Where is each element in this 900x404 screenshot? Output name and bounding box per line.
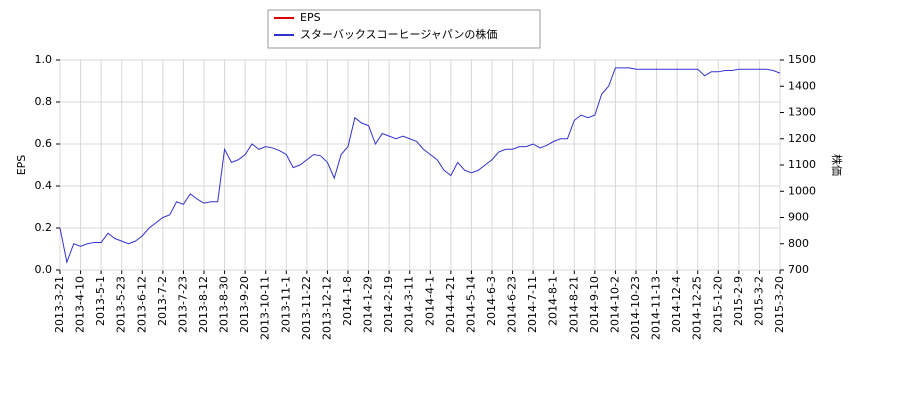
x-tick-label: 2013-11-22 bbox=[300, 276, 313, 340]
x-tick-label: 2013-8-30 bbox=[218, 276, 231, 333]
x-tick-label: 2014-4-21 bbox=[444, 276, 457, 333]
x-tick-label: 2015-1-20 bbox=[711, 276, 724, 333]
y-tick-label: 0.4 bbox=[35, 179, 53, 192]
x-tick-label: 2014-11-13 bbox=[650, 276, 663, 340]
x-tick-label: 2014-2-19 bbox=[382, 276, 395, 333]
y2-tick-label: 1200 bbox=[788, 132, 816, 145]
y-tick-label: 0.6 bbox=[35, 137, 53, 150]
x-tick-label: 2013-9-20 bbox=[238, 276, 251, 333]
x-tick-label: 2013-12-12 bbox=[320, 276, 333, 340]
x-tick-label: 2014-10-2 bbox=[608, 276, 621, 333]
y2-tick-label: 1000 bbox=[788, 184, 816, 197]
legend bbox=[267, 9, 541, 49]
x-tick-label: 2014-6-3 bbox=[485, 276, 498, 326]
y2-tick-label: 1300 bbox=[788, 106, 816, 119]
y2-tick-label: 900 bbox=[788, 211, 809, 224]
x-tick-label: 2013-3-21 bbox=[53, 276, 66, 333]
x-tick-label: 2015-3-20 bbox=[773, 276, 786, 333]
legend-label: EPS bbox=[300, 11, 321, 24]
y2-tick-label: 1500 bbox=[788, 53, 816, 66]
x-tick-label: 2014-5-14 bbox=[464, 276, 477, 333]
x-tick-label: 2014-4-1 bbox=[423, 276, 436, 326]
y2-tick-label: 700 bbox=[788, 263, 809, 276]
legend-label: スターバックスコーヒージャパンの株価 bbox=[300, 27, 497, 41]
x-tick-label: 2014-10-23 bbox=[629, 276, 642, 340]
x-tick-label: 2013-5-23 bbox=[115, 276, 128, 333]
y2-tick-label: 1400 bbox=[788, 79, 816, 92]
y-tick-label: 0.2 bbox=[35, 221, 53, 234]
plot-frame bbox=[59, 59, 781, 271]
x-tick-label: 2014-8-1 bbox=[547, 276, 560, 326]
x-tick-label: 2013-7-23 bbox=[176, 276, 189, 333]
y2-tick-label: 800 bbox=[788, 237, 809, 250]
y-axis-label: EPS bbox=[15, 155, 28, 176]
y-tick-label: 0.8 bbox=[35, 95, 53, 108]
x-tick-label: 2013-11-1 bbox=[279, 276, 292, 333]
y-tick-label: 1.0 bbox=[35, 53, 53, 66]
x-tick-label: 2015-3-2 bbox=[752, 276, 765, 326]
y2-axis-label: 株価 bbox=[830, 154, 844, 176]
y-tick-label: 0.0 bbox=[35, 263, 53, 276]
x-tick-label: 2013-5-1 bbox=[94, 276, 107, 326]
x-tick-label: 2014-9-10 bbox=[588, 276, 601, 333]
x-tick-label: 2014-3-11 bbox=[403, 276, 416, 333]
x-tick-label: 2014-1-29 bbox=[362, 276, 375, 333]
x-tick-label: 2014-12-25 bbox=[691, 276, 704, 340]
series-line bbox=[59, 67, 781, 264]
x-tick-label: 2013-4-10 bbox=[74, 276, 87, 333]
x-tick-label: 2014-1-8 bbox=[341, 276, 354, 326]
x-tick-label: 2015-2-9 bbox=[732, 276, 745, 326]
x-tick-label: 2014-6-23 bbox=[506, 276, 519, 333]
x-tick-label: 2013-6-12 bbox=[135, 276, 148, 333]
x-tick-label: 2013-8-12 bbox=[197, 276, 210, 333]
y2-tick-label: 1100 bbox=[788, 158, 816, 171]
x-tick-label: 2014-12-4 bbox=[670, 276, 683, 333]
x-tick-label: 2014-8-21 bbox=[567, 276, 580, 333]
x-tick-label: 2013-10-11 bbox=[259, 276, 272, 340]
x-tick-label: 2014-7-11 bbox=[526, 276, 539, 333]
x-tick-label: 2013-7-2 bbox=[156, 276, 169, 326]
